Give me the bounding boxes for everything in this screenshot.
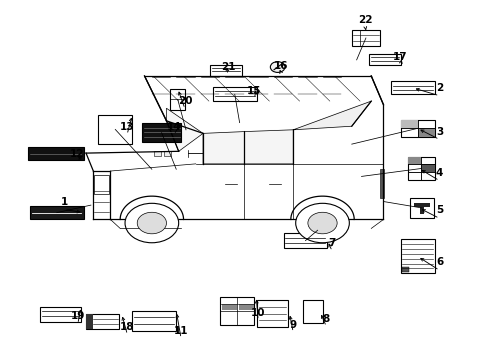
Bar: [256, 300, 288, 327]
Bar: [390, 81, 434, 94]
Text: 21: 21: [220, 62, 235, 72]
Text: 18: 18: [120, 322, 135, 332]
Text: 6: 6: [435, 257, 442, 267]
Polygon shape: [244, 130, 293, 164]
Text: 9: 9: [289, 320, 296, 329]
Bar: [132, 311, 176, 330]
Circle shape: [125, 203, 178, 243]
Bar: [400, 120, 417, 129]
Bar: [210, 64, 242, 76]
Text: 15: 15: [246, 86, 261, 96]
Polygon shape: [166, 108, 203, 151]
Circle shape: [307, 212, 336, 234]
Bar: [94, 175, 109, 194]
Bar: [400, 239, 434, 273]
Text: 22: 22: [357, 15, 372, 25]
Text: 1: 1: [61, 197, 67, 207]
Bar: [379, 169, 383, 198]
Bar: [98, 115, 132, 144]
Bar: [86, 314, 119, 329]
Text: 12: 12: [70, 149, 84, 159]
Circle shape: [295, 203, 348, 243]
Bar: [303, 300, 322, 323]
Bar: [419, 206, 424, 214]
Bar: [407, 157, 434, 180]
Bar: [409, 198, 433, 218]
Circle shape: [270, 62, 285, 72]
Text: 7: 7: [328, 238, 335, 248]
Bar: [420, 165, 434, 172]
Text: 2: 2: [435, 83, 442, 93]
Bar: [212, 87, 256, 101]
Text: 13: 13: [120, 122, 134, 132]
Text: 11: 11: [174, 325, 188, 336]
Bar: [220, 297, 254, 325]
Text: 17: 17: [392, 52, 407, 62]
Bar: [401, 267, 408, 272]
Bar: [417, 129, 434, 137]
Bar: [30, 206, 83, 220]
Bar: [239, 304, 254, 310]
Text: 14: 14: [166, 122, 181, 132]
Circle shape: [137, 212, 166, 234]
Bar: [368, 54, 400, 65]
Bar: [86, 314, 92, 329]
Bar: [27, 147, 83, 160]
Text: 20: 20: [178, 96, 192, 106]
Bar: [351, 31, 379, 45]
Polygon shape: [293, 101, 370, 130]
Bar: [283, 233, 327, 248]
Text: 16: 16: [274, 61, 288, 71]
Bar: [40, 307, 81, 321]
Polygon shape: [203, 132, 244, 164]
Bar: [413, 203, 429, 207]
Text: 3: 3: [435, 127, 442, 136]
Text: 8: 8: [322, 314, 329, 324]
Text: 5: 5: [435, 206, 442, 216]
Bar: [222, 304, 237, 310]
Text: 10: 10: [250, 308, 265, 318]
Bar: [407, 157, 420, 165]
Bar: [142, 123, 181, 142]
Text: 19: 19: [70, 311, 85, 321]
Bar: [400, 120, 434, 137]
Bar: [154, 150, 161, 156]
Bar: [170, 89, 184, 110]
Text: 4: 4: [435, 168, 442, 178]
Bar: [163, 150, 170, 156]
